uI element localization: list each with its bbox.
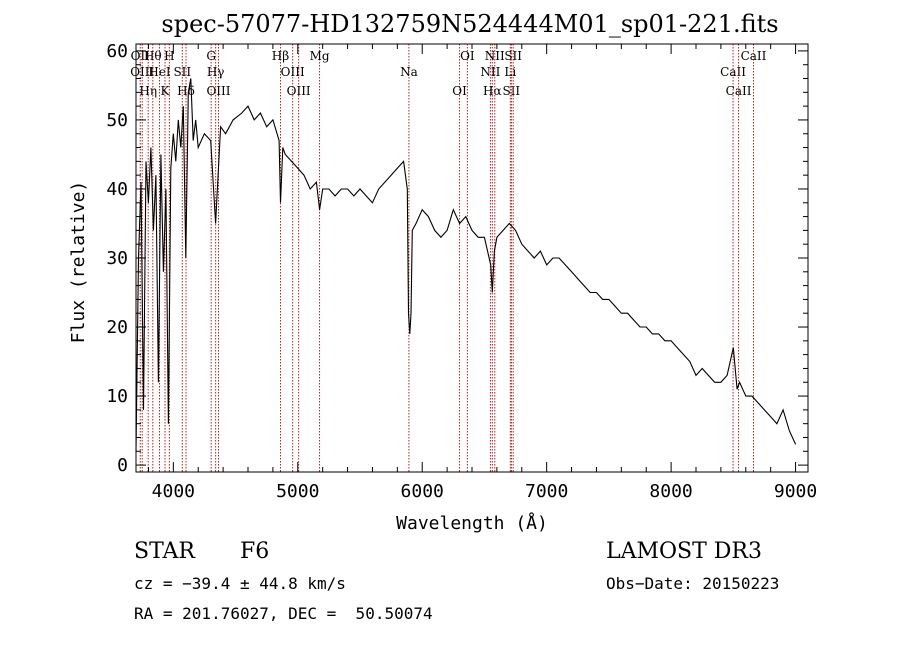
line-marker-label: Mg <box>310 49 330 63</box>
line-marker-label: Hβ <box>272 49 289 63</box>
line-marker-label: OIII <box>281 65 305 79</box>
line-marker-label: SII <box>502 84 520 98</box>
line-marker-label: OI <box>460 49 475 63</box>
line-markers: OIIOIIIHηHθHeIKHSIIHδGHγOIIIHβOIIIOIIIMg… <box>130 44 767 472</box>
chart-title: spec-57077-HD132759N524444M01_sp01-221.f… <box>161 10 778 38</box>
line-marker-label: OIII <box>287 84 311 98</box>
line-marker-label: OIII <box>206 84 230 98</box>
line-marker-label: Na <box>400 65 418 79</box>
line-marker-label: Hα <box>483 84 502 98</box>
spectral-subclass: F6 <box>240 539 270 564</box>
x-tick-label: 8000 <box>649 481 692 502</box>
redshift-readout: cz = −39.4 ± 44.8 km/s <box>134 574 346 593</box>
line-marker-label: CaII <box>720 65 746 79</box>
line-marker-label: Hγ <box>207 65 225 79</box>
y-tick-label: 10 <box>106 386 128 407</box>
line-marker-label: Hη <box>139 84 157 98</box>
line-marker-label: HeI <box>148 65 171 79</box>
coordinates-readout: RA = 201.76027, DEC = 50.50074 <box>134 604 433 623</box>
plot-frame <box>135 43 809 473</box>
x-tick-label: 6000 <box>401 481 444 502</box>
line-marker-label: OII <box>131 49 151 63</box>
line-marker-label: K <box>161 84 171 98</box>
line-marker-label: G <box>206 49 216 63</box>
spectrum-line <box>135 78 797 452</box>
line-marker-label: CaII <box>741 49 767 63</box>
observation-date: Obs−Date: 20150223 <box>606 574 780 593</box>
y-tick-label: 50 <box>106 110 128 131</box>
x-tick-label: 7000 <box>525 481 568 502</box>
line-marker-label: SII <box>173 65 191 79</box>
y-tick-label: 30 <box>106 248 128 269</box>
x-axis-label: Wavelength (Å) <box>396 512 548 534</box>
y-tick-label: 0 <box>117 455 128 476</box>
line-marker-label: CaII <box>726 84 752 98</box>
line-marker-label: NII <box>485 49 505 63</box>
line-marker-label: NII <box>480 65 500 79</box>
line-marker-label: OI <box>452 84 467 98</box>
survey-name: LAMOST DR3 <box>606 539 762 564</box>
y-tick-label: 40 <box>106 179 128 200</box>
line-marker-label: SII <box>504 49 522 63</box>
x-tick-label: 9000 <box>774 481 817 502</box>
y-tick-label: 60 <box>106 41 128 62</box>
line-marker-label: Li <box>504 65 516 79</box>
line-marker-label: Hδ <box>177 84 195 98</box>
y-axis-label: Flux (relative) <box>68 181 89 344</box>
x-tick-label: 4000 <box>152 481 195 502</box>
x-tick-label: 5000 <box>276 481 319 502</box>
y-tick-label: 20 <box>106 317 128 338</box>
line-marker-label: Hθ <box>144 49 162 63</box>
object-type: STAR <box>134 539 195 564</box>
line-marker-label: H <box>164 49 174 63</box>
y-axis-ticks: 0 10 20 30 40 50 60 <box>106 41 808 476</box>
x-axis-ticks: 4000 5000 6000 7000 8000 9000 <box>147 44 817 502</box>
